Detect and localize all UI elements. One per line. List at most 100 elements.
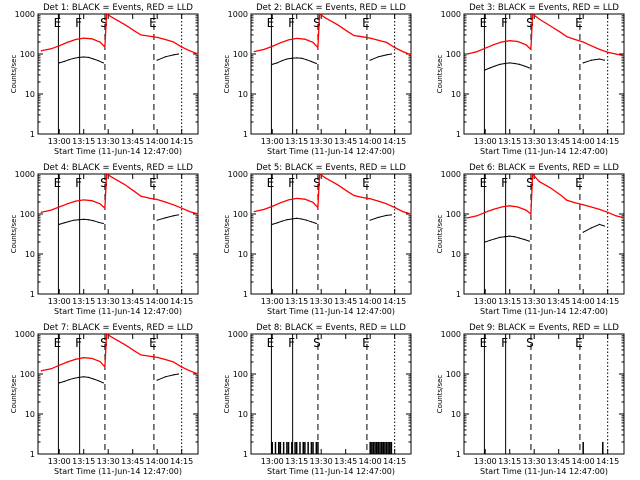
series-line-lld bbox=[41, 172, 199, 215]
data-point bbox=[559, 31, 561, 33]
data-point bbox=[99, 41, 101, 43]
data-point bbox=[494, 238, 496, 240]
y-axis-label: Counts/sec bbox=[223, 55, 231, 94]
data-point bbox=[369, 59, 371, 61]
data-point bbox=[598, 208, 601, 211]
data-point bbox=[623, 217, 625, 219]
marker-label: S bbox=[526, 336, 534, 350]
data-point bbox=[105, 13, 108, 15]
x-axis-label: Start Time (11-Jun-14 12:47:00) bbox=[480, 307, 608, 316]
data-point bbox=[88, 56, 90, 59]
x-tick-label: 13:15 bbox=[72, 297, 95, 306]
data-point bbox=[528, 240, 530, 242]
data-point bbox=[66, 203, 68, 205]
data-point bbox=[318, 173, 321, 175]
plot-frame bbox=[37, 333, 199, 455]
data-point bbox=[304, 198, 306, 200]
data-point bbox=[336, 184, 339, 186]
data-point bbox=[312, 201, 314, 203]
y-tick-label: 100 bbox=[20, 210, 35, 219]
y-axis-label: Counts/sec bbox=[436, 55, 444, 94]
marker-label: E bbox=[149, 176, 157, 190]
data-point bbox=[50, 368, 52, 370]
data-point bbox=[492, 44, 494, 46]
data-point bbox=[476, 215, 478, 217]
data-point bbox=[58, 45, 60, 47]
data-point bbox=[68, 379, 70, 381]
y-axis-label: Counts/sec bbox=[223, 215, 231, 254]
marker-label: F bbox=[75, 16, 82, 30]
x-tick-label: 14:00 bbox=[146, 297, 169, 306]
x-tick-label: 13:15 bbox=[72, 457, 95, 466]
data-point bbox=[271, 45, 273, 47]
x-tick-label: 13:45 bbox=[121, 137, 144, 146]
data-point bbox=[253, 50, 255, 53]
data-point bbox=[286, 219, 288, 221]
y-tick-label: 10 bbox=[451, 250, 461, 259]
data-point bbox=[385, 41, 388, 43]
data-point bbox=[287, 39, 290, 41]
data-point bbox=[104, 366, 106, 368]
x-tick-label: 13:45 bbox=[547, 457, 570, 466]
x-axis-label: Start Time (11-Jun-14 12:47:00) bbox=[480, 147, 608, 156]
marker-label: E bbox=[362, 176, 370, 190]
data-point bbox=[346, 190, 348, 192]
y-tick-label: 10 bbox=[451, 410, 461, 419]
data-point bbox=[172, 41, 175, 43]
data-point bbox=[305, 219, 308, 221]
x-tick-label: 13:00 bbox=[48, 137, 71, 146]
marker-label: F bbox=[75, 336, 82, 350]
data-point bbox=[301, 218, 303, 220]
data-point bbox=[310, 221, 313, 223]
data-point bbox=[296, 37, 298, 40]
y-tick-label: 10 bbox=[25, 410, 35, 419]
marker-label: S bbox=[313, 176, 321, 190]
data-point bbox=[181, 366, 183, 368]
data-point bbox=[509, 235, 511, 237]
y-tick-label: 1000 bbox=[228, 170, 248, 179]
x-axis-label: Start Time (11-Jun-14 12:47:00) bbox=[54, 147, 182, 156]
data-point bbox=[369, 37, 371, 39]
series-line-events bbox=[485, 58, 605, 71]
data-point bbox=[549, 187, 552, 189]
x-tick-label: 14:15 bbox=[170, 137, 193, 146]
marker-label: E bbox=[575, 336, 583, 350]
y-tick-label: 100 bbox=[233, 370, 248, 379]
data-point bbox=[104, 207, 106, 209]
marker-label: S bbox=[526, 16, 534, 30]
series-line-lld bbox=[467, 12, 625, 57]
series-line-events bbox=[59, 373, 179, 384]
data-point bbox=[40, 50, 42, 52]
data-point bbox=[58, 364, 60, 366]
x-tick-label: 13:45 bbox=[121, 297, 144, 306]
plot-frame bbox=[37, 173, 199, 295]
data-point bbox=[582, 62, 584, 64]
data-point bbox=[172, 374, 175, 376]
data-point bbox=[263, 48, 265, 51]
data-point bbox=[63, 380, 65, 383]
data-point bbox=[531, 173, 534, 175]
data-point bbox=[377, 216, 379, 219]
series-line-lld bbox=[41, 12, 199, 55]
x-tick-label: 13:00 bbox=[261, 137, 284, 146]
x-tick-label: 13:15 bbox=[498, 137, 521, 146]
marker-label: E bbox=[54, 176, 62, 190]
data-point bbox=[181, 46, 183, 48]
data-point bbox=[73, 57, 75, 59]
chart-title: Det 4: BLACK = Events, RED = LLD bbox=[43, 163, 193, 173]
data-point bbox=[531, 13, 534, 15]
marker-label: E bbox=[480, 176, 488, 190]
data-point bbox=[385, 203, 388, 205]
data-point bbox=[492, 208, 494, 211]
data-point bbox=[68, 220, 70, 223]
data-point bbox=[50, 209, 52, 211]
data-point bbox=[504, 62, 506, 65]
data-point bbox=[559, 194, 561, 196]
data-point bbox=[489, 67, 491, 69]
data-point bbox=[92, 378, 95, 380]
y-tick-label: 1 bbox=[243, 450, 248, 459]
y-tick-label: 100 bbox=[233, 210, 248, 219]
data-point bbox=[99, 360, 101, 363]
x-axis-label: Start Time (11-Jun-14 12:47:00) bbox=[267, 467, 395, 476]
chart-panel-3: Det 3: BLACK = Events, RED = LLD 1 10 100 10… bbox=[436, 3, 625, 156]
